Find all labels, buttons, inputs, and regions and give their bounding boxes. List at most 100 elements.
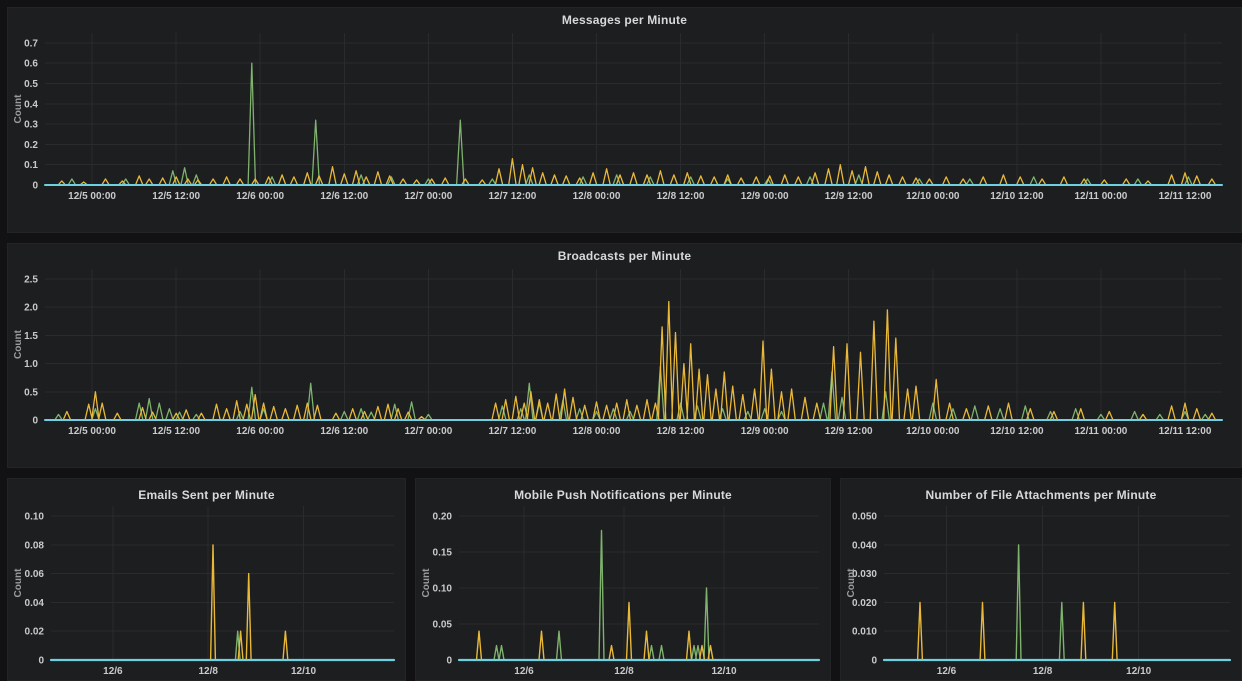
y-tick-label: 0.08 <box>25 540 45 551</box>
panel-title-mobile-push[interactable]: Mobile Push Notifications per Minute <box>514 488 732 502</box>
y-tick-label: 0.5 <box>24 387 38 398</box>
chart-svg: 12/6 12/8 12/10 0 0.02 0.04 0.06 0.08 0.10 Count <box>13 506 396 677</box>
x-tick-label: 12/9 00:00 <box>741 426 789 437</box>
panel-title-broadcasts[interactable]: Broadcasts per Minute <box>557 249 692 263</box>
panel-file-attachments: Number of File Attachments per Minute 12… <box>840 478 1242 681</box>
y-tick-label: 0 <box>871 656 877 667</box>
y-tick-label: 0.020 <box>852 598 877 609</box>
y-axis-label: Count <box>421 568 432 598</box>
x-tick-label: 12/7 00:00 <box>404 426 452 437</box>
x-tick-label: 12/5 12:00 <box>152 426 200 437</box>
y-tick-label: 0.20 <box>433 512 453 523</box>
y-tick-label: 0.1 <box>24 160 38 171</box>
y-tick-label: 0.05 <box>433 620 453 631</box>
series-yellow <box>44 300 1223 421</box>
series-green <box>458 529 820 661</box>
series-yellow <box>44 157 1223 186</box>
y-tick-label: 0.2 <box>24 140 38 151</box>
panel-emails-sent-per-minute: Emails Sent per Minute 12/6 12/8 12/10 0 0.0… <box>7 478 406 681</box>
chart-svg: 12/6 12/8 12/10 0 0.05 0.10 0.15 0.20 Count <box>421 506 821 677</box>
chart-svg: 12/6 12/8 12/10 0 0.010 0.020 0.030 0.040 0.050 C… <box>846 506 1232 677</box>
y-tick-label: 0.030 <box>852 569 877 580</box>
panel-title-file-attachments[interactable]: Number of File Attachments per Minute <box>925 488 1157 502</box>
y-tick-label: 0.040 <box>852 540 877 551</box>
y-tick-label: 0.7 <box>24 38 38 49</box>
chart-canvas-mobile-push[interactable]: 12/6 12/8 12/10 0 0.05 0.10 0.15 0.20 Count <box>415 478 831 681</box>
x-tick-label: 12/8 <box>198 666 218 677</box>
y-tick-label: 1.5 <box>24 331 38 342</box>
x-tick-label: 12/8 12:00 <box>657 426 705 437</box>
chart-svg: 12/5 00:00 12/5 12:00 12/6 00:00 12/6 12:00… <box>13 33 1223 202</box>
y-axis-label: Count <box>13 94 24 124</box>
y-tick-label: 0.04 <box>25 598 45 609</box>
x-tick-label: 12/6 12:00 <box>320 191 368 202</box>
chart-svg: 12/5 00:00 12/5 12:00 12/6 00:00 12/6 12:00… <box>13 269 1223 437</box>
panel-mobile-push-notifications: Mobile Push Notifications per Minute 12/… <box>415 478 831 681</box>
series-green <box>44 365 1223 421</box>
y-tick-label: 0.10 <box>433 584 453 595</box>
x-tick-label: 12/9 12:00 <box>825 426 873 437</box>
x-tick-label: 12/10 12:00 <box>990 426 1044 437</box>
x-tick-label: 12/8 <box>614 666 634 677</box>
x-tick-label: 12/6 <box>937 666 957 677</box>
x-tick-label: 12/6 <box>514 666 534 677</box>
x-tick-label: 12/10 <box>711 666 736 677</box>
y-tick-label: 0.5 <box>24 79 38 90</box>
y-tick-label: 0 <box>446 656 452 667</box>
series-green <box>50 630 395 661</box>
x-tick-label: 12/7 12:00 <box>488 191 536 202</box>
x-tick-label: 12/5 00:00 <box>68 191 116 202</box>
x-tick-label: 12/11 12:00 <box>1159 426 1212 437</box>
y-tick-label: 0.6 <box>24 59 38 70</box>
x-tick-label: 12/9 12:00 <box>825 191 873 202</box>
x-tick-label: 12/11 00:00 <box>1074 191 1127 202</box>
chart-canvas-messages[interactable]: 12/5 00:00 12/5 12:00 12/6 00:00 12/6 12:00… <box>7 7 1242 233</box>
x-tick-label: 12/6 12:00 <box>320 426 368 437</box>
x-tick-label: 12/10 12:00 <box>990 191 1044 202</box>
series-yellow <box>458 601 820 661</box>
x-tick-label: 12/5 00:00 <box>68 426 116 437</box>
y-tick-label: 0.3 <box>24 120 38 131</box>
x-tick-label: 12/6 <box>103 666 123 677</box>
x-tick-label: 12/10 <box>291 666 316 677</box>
y-tick-label: 0.06 <box>25 569 45 580</box>
x-tick-label: 12/10 <box>1126 666 1151 677</box>
panel-messages-per-minute: Messages per Minute 12/5 00:00 12/5 12:00… <box>7 7 1242 233</box>
x-tick-label: 12/8 00:00 <box>573 426 621 437</box>
y-tick-label: 0 <box>38 656 44 667</box>
y-tick-label: 0.02 <box>25 627 45 638</box>
y-tick-label: 2.5 <box>24 274 38 285</box>
x-tick-label: 12/10 00:00 <box>906 426 960 437</box>
panel-title-messages[interactable]: Messages per Minute <box>561 13 688 27</box>
y-tick-label: 0.10 <box>25 512 45 523</box>
chart-canvas-broadcasts[interactable]: 12/5 00:00 12/5 12:00 12/6 00:00 12/6 12:00… <box>7 243 1242 468</box>
x-tick-label: 12/5 12:00 <box>152 191 200 202</box>
y-tick-label: 0 <box>32 181 38 192</box>
x-tick-label: 12/7 00:00 <box>404 191 452 202</box>
y-tick-label: 1.0 <box>24 359 38 370</box>
y-tick-label: 0.4 <box>24 99 38 110</box>
y-axis-label: Count <box>846 568 857 598</box>
y-tick-label: 0.15 <box>433 548 453 559</box>
x-tick-label: 12/6 00:00 <box>236 426 284 437</box>
y-tick-label: 0.050 <box>852 512 877 523</box>
x-tick-label: 12/6 00:00 <box>236 191 284 202</box>
panel-broadcasts-per-minute: Broadcasts per Minute 12/5 00:00 12/5 12:… <box>7 243 1242 468</box>
chart-canvas-file-attachments[interactable]: 12/6 12/8 12/10 0 0.010 0.020 0.030 0.040 0.050 C… <box>840 478 1242 681</box>
y-axis-label: Count <box>13 329 24 359</box>
y-axis-label: Count <box>13 568 24 598</box>
x-tick-label: 12/8 00:00 <box>573 191 621 202</box>
x-tick-label: 12/10 00:00 <box>906 191 960 202</box>
y-tick-label: 0 <box>32 416 38 427</box>
x-tick-label: 12/7 12:00 <box>488 426 536 437</box>
x-tick-label: 12/9 00:00 <box>741 191 789 202</box>
y-tick-label: 0.010 <box>852 627 877 638</box>
y-tick-label: 2.0 <box>24 303 38 314</box>
x-tick-label: 12/11 00:00 <box>1074 426 1127 437</box>
x-tick-label: 12/11 12:00 <box>1159 191 1212 202</box>
chart-canvas-emails[interactable]: 12/6 12/8 12/10 0 0.02 0.04 0.06 0.08 0.10 Count <box>7 478 406 681</box>
panel-title-emails[interactable]: Emails Sent per Minute <box>138 488 275 502</box>
x-tick-label: 12/8 12:00 <box>657 191 705 202</box>
x-tick-label: 12/8 <box>1033 666 1053 677</box>
